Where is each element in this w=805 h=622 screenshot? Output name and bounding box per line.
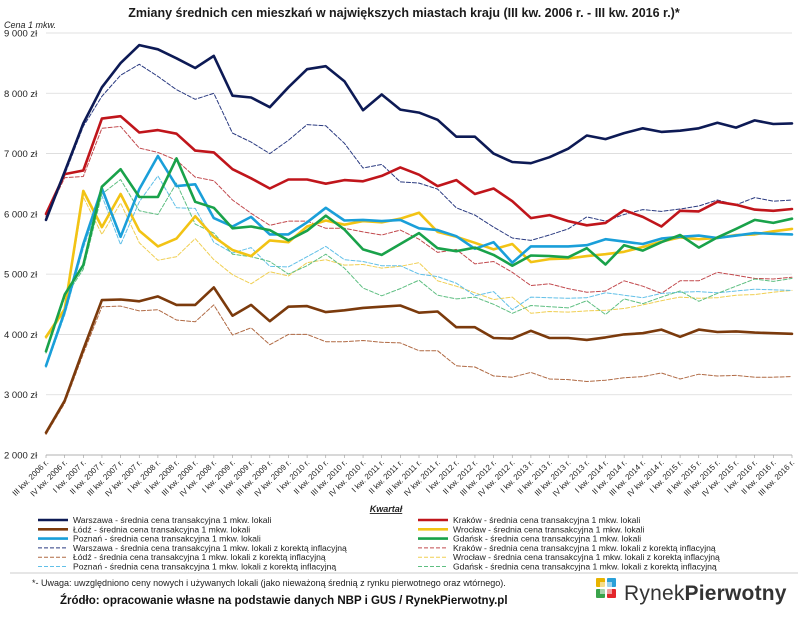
series-line: [44, 154, 794, 368]
series-line: [44, 43, 794, 222]
legend-label: Poznań - średnia cena transakcyjna 1 mkw…: [73, 562, 336, 572]
y-tick-label: 6 000 zł: [4, 209, 38, 220]
brand-name-part1: Rynek: [624, 582, 685, 605]
legend-label: Warszawa - średnia cena transakcyjna 1 m…: [73, 515, 271, 525]
series-line: [45, 304, 793, 435]
legend-label: Warszawa - średnia cena transakcyjna 1 m…: [73, 543, 347, 553]
y-tick-label: 4 000 zł: [4, 330, 38, 341]
y-tick-label: 7 000 zł: [4, 149, 38, 160]
legend-label: Kraków - średnia cena transakcyjna 1 mkw…: [453, 543, 716, 553]
y-axis-ticks: 2 000 zł 3 000 zł 4 000 zł 5 000 zł 6 000 zł…: [4, 29, 38, 462]
legend-label: Wrocław - średnia cena transakcyjna 1 mk…: [453, 552, 720, 562]
x-axis-label: Kwartał: [370, 504, 403, 514]
y-tick-label: 3 000 zł: [4, 390, 38, 401]
series-line: [45, 63, 793, 241]
footnote: *- Uwaga: uwzględniono ceny nowych i uży…: [32, 578, 506, 588]
legend: Warszawa - średnia cena transakcyjna 1 m…: [38, 515, 720, 572]
y-axis-label: Cena 1 mkw.: [4, 20, 56, 30]
legend-label: Kraków - średnia cena transakcyjna 1 mkw…: [453, 515, 640, 525]
legend-label: Gdańsk - średnia cena transakcyjna 1 mkw…: [453, 562, 717, 572]
legend-label: Łódź - średnia cena transakcyjna 1 mkw. …: [73, 524, 250, 534]
series-line: [45, 125, 793, 294]
brand-name: RynekPierwotny: [624, 582, 787, 605]
legend-label: Wrocław - średnia cena transakcyjna 1 mk…: [453, 524, 644, 534]
series-line: [44, 286, 794, 435]
brand-name-part2: Pierwotny: [685, 582, 787, 605]
legend-label: Łódź - średnia cena transakcyjna 1 mkw. …: [73, 552, 326, 562]
series-line: [45, 175, 793, 369]
legend-label: Gdańsk - średnia cena transakcyjna 1 mkw…: [453, 534, 641, 544]
series-line: [44, 114, 794, 228]
brand-icon: [596, 578, 616, 598]
brand-logo: RynekPierwotny: [596, 578, 787, 605]
series-line: [44, 157, 794, 353]
y-tick-label: 9 000 zł: [4, 29, 38, 40]
series-line: [45, 179, 793, 354]
chart-title: Zmiany średnich cen mieszkań w największ…: [128, 6, 680, 20]
series-lines: [44, 43, 794, 435]
series-line: [45, 196, 793, 340]
source-note: Źródło: opracowanie własne na podstawie …: [60, 594, 508, 607]
legend-label: Poznań - średnia cena transakcyjna 1 mkw…: [73, 534, 261, 544]
y-tick-label: 2 000 zł: [4, 451, 38, 462]
grid-lines: [46, 32, 792, 456]
y-tick-label: 8 000 zł: [4, 89, 38, 100]
y-tick-label: 5 000 zł: [4, 270, 38, 281]
